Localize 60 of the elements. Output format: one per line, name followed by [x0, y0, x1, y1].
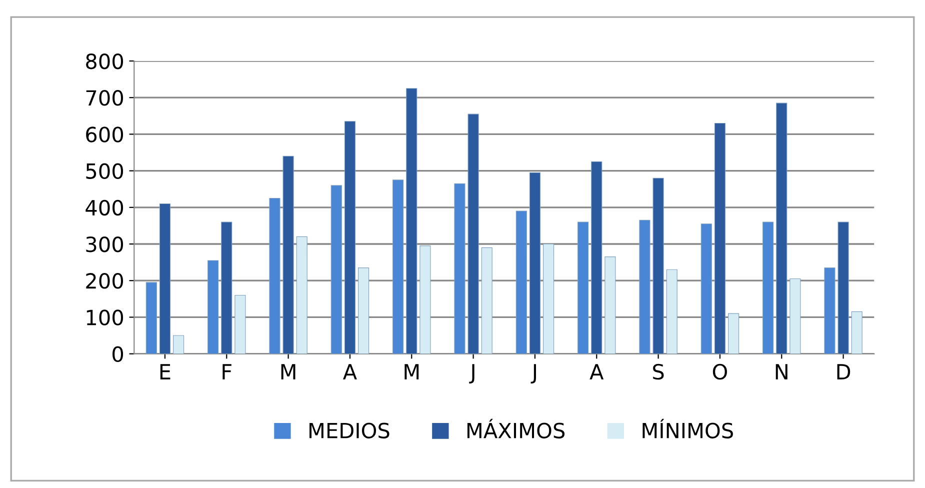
bar	[146, 282, 157, 354]
bar	[282, 156, 294, 354]
bar	[851, 311, 862, 354]
bar	[652, 178, 664, 354]
x-tick-label: O	[712, 364, 727, 380]
bar	[173, 335, 184, 354]
x-tick-label: A	[342, 364, 357, 380]
x-tick-label: M	[404, 364, 419, 380]
bar	[604, 256, 616, 354]
bar	[358, 268, 370, 354]
y-tick-label: 500	[86, 163, 124, 180]
bar	[838, 222, 849, 354]
bar	[392, 180, 404, 354]
bar	[468, 114, 479, 354]
bar	[591, 161, 602, 354]
x-tick-label: A	[590, 364, 604, 380]
y-tick-label: 800	[86, 53, 124, 70]
bar	[728, 313, 740, 354]
y-tick-label: 0	[112, 346, 124, 362]
x-tick-label: D	[837, 364, 850, 380]
bar	[269, 198, 280, 354]
x-tick-label: F	[222, 364, 232, 380]
y-tick-label: 200	[86, 273, 124, 289]
x-tick-label: J	[469, 364, 474, 384]
x-tick-label: J	[530, 364, 536, 384]
bar	[714, 122, 726, 354]
x-tick-label: N	[776, 364, 788, 380]
bar	[700, 224, 712, 354]
bar	[159, 203, 170, 354]
bar	[481, 247, 492, 354]
bar	[578, 222, 589, 354]
y-tick-label: 400	[86, 200, 124, 216]
legend-label: MÍNIMOS	[642, 418, 733, 438]
bar	[666, 269, 678, 354]
y-tick-label: 300	[86, 236, 124, 252]
bar	[406, 88, 418, 354]
legend-label: MEDIOS	[310, 422, 390, 438]
bar	[762, 222, 774, 354]
bar	[516, 210, 527, 354]
x-tick-label: S	[653, 364, 664, 380]
bar	[543, 244, 554, 354]
bar	[790, 278, 801, 354]
bar	[296, 236, 308, 354]
bar	[776, 102, 788, 354]
y-tick-label: 100	[86, 310, 124, 326]
bar	[221, 222, 232, 354]
bar	[330, 185, 342, 354]
bar	[639, 220, 650, 354]
y-tick-label: 600	[86, 126, 124, 142]
bar	[208, 260, 219, 354]
bar	[529, 172, 540, 354]
legend-label: MÁXIMOS	[467, 418, 564, 438]
bar	[420, 246, 431, 354]
x-tick-label: E	[160, 364, 170, 380]
y-tick-label: 700	[86, 90, 124, 106]
bar	[234, 294, 246, 354]
x-tick-label: M	[281, 364, 296, 380]
bar	[824, 268, 836, 354]
bar	[454, 183, 466, 354]
bar	[344, 121, 356, 354]
